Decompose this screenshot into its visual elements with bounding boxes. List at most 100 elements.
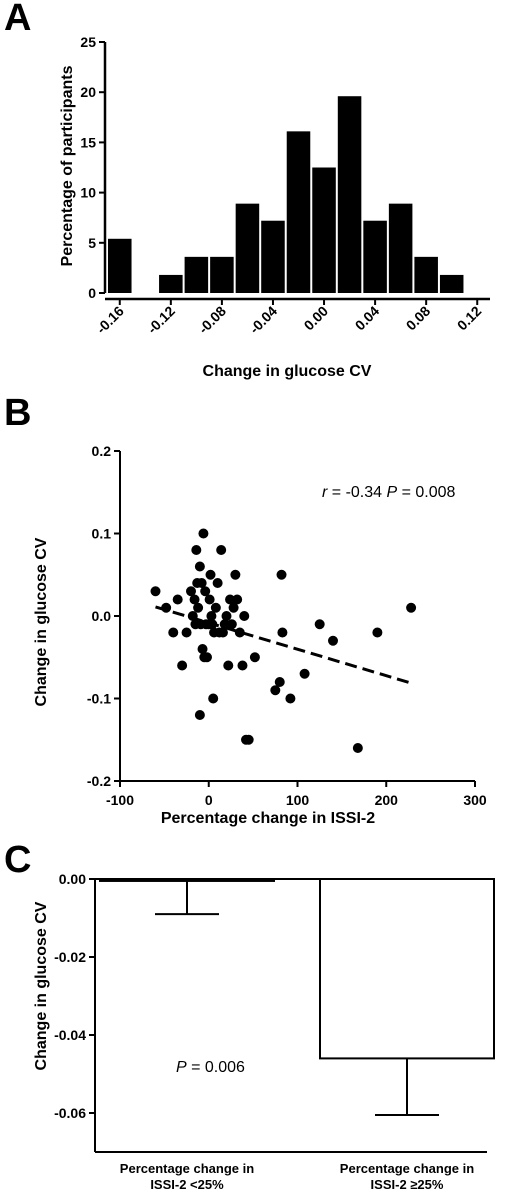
data-point bbox=[285, 693, 296, 704]
y-tick-label: 15 bbox=[80, 134, 96, 150]
data-point bbox=[328, 635, 338, 646]
data-point bbox=[172, 594, 183, 605]
data-point bbox=[352, 743, 363, 753]
data-point bbox=[194, 561, 205, 572]
y-tick-label: 0 bbox=[88, 285, 96, 301]
regression-line bbox=[155, 605, 411, 685]
x-tick-label: 0.08 bbox=[403, 303, 434, 334]
x-tick-label: -0.08 bbox=[195, 303, 229, 337]
data-point bbox=[216, 545, 227, 555]
x-tick-label: -0.12 bbox=[144, 303, 178, 337]
data-point bbox=[239, 611, 250, 621]
data-point bbox=[314, 619, 325, 630]
data-point bbox=[243, 734, 254, 745]
data-point bbox=[200, 586, 211, 597]
data-point bbox=[299, 668, 310, 679]
histogram-bar bbox=[286, 131, 311, 293]
data-point bbox=[228, 602, 239, 613]
data-point bbox=[197, 644, 208, 654]
data-point bbox=[205, 569, 216, 580]
data-point bbox=[225, 594, 236, 605]
histogram-x-axis-title: Change in glucose CV bbox=[203, 363, 372, 380]
y-tick-label: 0.00 bbox=[59, 871, 86, 887]
data-point bbox=[181, 627, 192, 638]
x-tick-label: 0.04 bbox=[352, 303, 383, 334]
y-tick-label: -0.04 bbox=[54, 1027, 86, 1043]
data-point bbox=[221, 611, 232, 621]
scatter-panel: -0.2 -0.1 0.0 0.1 0.2 -100 0 100 200 300 bbox=[87, 443, 487, 808]
data-point bbox=[168, 627, 179, 638]
data-point bbox=[230, 569, 241, 580]
bar bbox=[319, 878, 495, 1060]
histogram-bar bbox=[159, 274, 183, 293]
histogram-y-axis-title: Percentage of participants bbox=[59, 65, 76, 266]
category-label: ISSI-2 <25% bbox=[150, 1177, 224, 1192]
histogram-bar bbox=[235, 203, 260, 293]
data-point bbox=[249, 652, 260, 663]
data-point bbox=[210, 602, 221, 613]
y-tick-label: -0.06 bbox=[54, 1105, 86, 1121]
panel-letter-a: A bbox=[4, 0, 31, 39]
data-point bbox=[198, 528, 209, 539]
r-value: = -0.34 bbox=[327, 484, 386, 501]
histogram-bar bbox=[184, 256, 209, 293]
data-point bbox=[191, 545, 202, 555]
r-symbol: r bbox=[322, 484, 328, 501]
histogram-panel: 0 5 10 15 20 25 -0.16 -0.12 -0.08 -0.04 0.00 0.04 0.… bbox=[80, 34, 490, 337]
data-point bbox=[189, 594, 200, 605]
x-tick-label: 0 bbox=[205, 792, 213, 808]
p-value: = 0.008 bbox=[397, 484, 455, 501]
histogram-bar bbox=[388, 203, 413, 293]
x-tick-label: 0.00 bbox=[301, 303, 332, 334]
category-label: Percentage change in bbox=[120, 1161, 254, 1176]
panel-letter-b: B bbox=[4, 392, 31, 434]
histogram-bar bbox=[363, 220, 387, 293]
histogram-bar bbox=[210, 256, 234, 293]
data-point bbox=[226, 619, 237, 630]
x-tick-label: -0.16 bbox=[93, 303, 127, 337]
y-tick-label: 25 bbox=[80, 34, 96, 50]
category-label: ISSI-2 ≥25% bbox=[371, 1177, 444, 1192]
data-point bbox=[217, 627, 228, 638]
p-symbol: P bbox=[386, 484, 397, 501]
histogram-bar bbox=[261, 220, 285, 293]
histogram-bar bbox=[108, 238, 132, 293]
data-point bbox=[201, 652, 212, 663]
data-point bbox=[194, 710, 205, 720]
panel-letter-c: C bbox=[4, 839, 31, 881]
histogram-bar bbox=[414, 256, 438, 293]
data-point bbox=[406, 602, 417, 613]
y-tick-label: -0.2 bbox=[87, 773, 111, 789]
bar-y-axis-title: Change in glucose CV bbox=[33, 901, 50, 1070]
data-point bbox=[232, 594, 243, 605]
data-point bbox=[277, 627, 288, 638]
data-point bbox=[204, 594, 215, 605]
data-point bbox=[186, 586, 196, 597]
p-value-annotation: P = 0.006 bbox=[176, 1059, 245, 1076]
x-tick-label: 200 bbox=[375, 792, 399, 808]
data-point bbox=[150, 586, 161, 597]
p-value-c: = 0.006 bbox=[187, 1059, 245, 1076]
x-tick-label: -0.04 bbox=[246, 303, 280, 337]
data-point bbox=[212, 578, 223, 588]
y-tick-label: 10 bbox=[80, 185, 96, 201]
x-tick-label: 300 bbox=[463, 792, 487, 808]
y-tick-label: 5 bbox=[88, 235, 96, 251]
data-point bbox=[372, 627, 383, 638]
data-point bbox=[274, 677, 285, 687]
histogram-bar bbox=[337, 96, 362, 293]
correlation-annotation: r = -0.34 P = 0.008 bbox=[322, 484, 456, 501]
data-point bbox=[234, 627, 245, 638]
data-point bbox=[237, 660, 248, 671]
scatter-y-axis-title: Change in glucose CV bbox=[33, 537, 50, 706]
y-tick-label: 0.0 bbox=[92, 608, 112, 624]
y-tick-label: 20 bbox=[80, 84, 96, 100]
data-point bbox=[270, 685, 281, 696]
histogram-bar bbox=[312, 167, 336, 293]
y-tick-label: 0.1 bbox=[92, 526, 112, 542]
x-tick-label: 0.12 bbox=[454, 303, 485, 334]
category-label: Percentage change in bbox=[340, 1161, 474, 1176]
x-tick-label: -100 bbox=[106, 792, 134, 808]
